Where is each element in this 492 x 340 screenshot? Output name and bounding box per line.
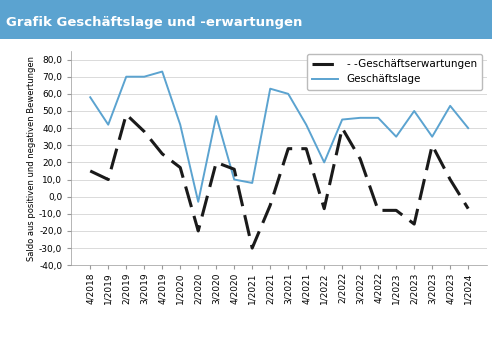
Legend: - -Geschäftserwartungen, Geschäftslage: - -Geschäftserwartungen, Geschäftslage bbox=[307, 54, 482, 90]
Y-axis label: Saldo aus positiven und negativen Bewertungen: Saldo aus positiven und negativen Bewert… bbox=[27, 56, 36, 260]
Text: Grafik Geschäftslage und -erwartungen: Grafik Geschäftslage und -erwartungen bbox=[6, 16, 302, 29]
